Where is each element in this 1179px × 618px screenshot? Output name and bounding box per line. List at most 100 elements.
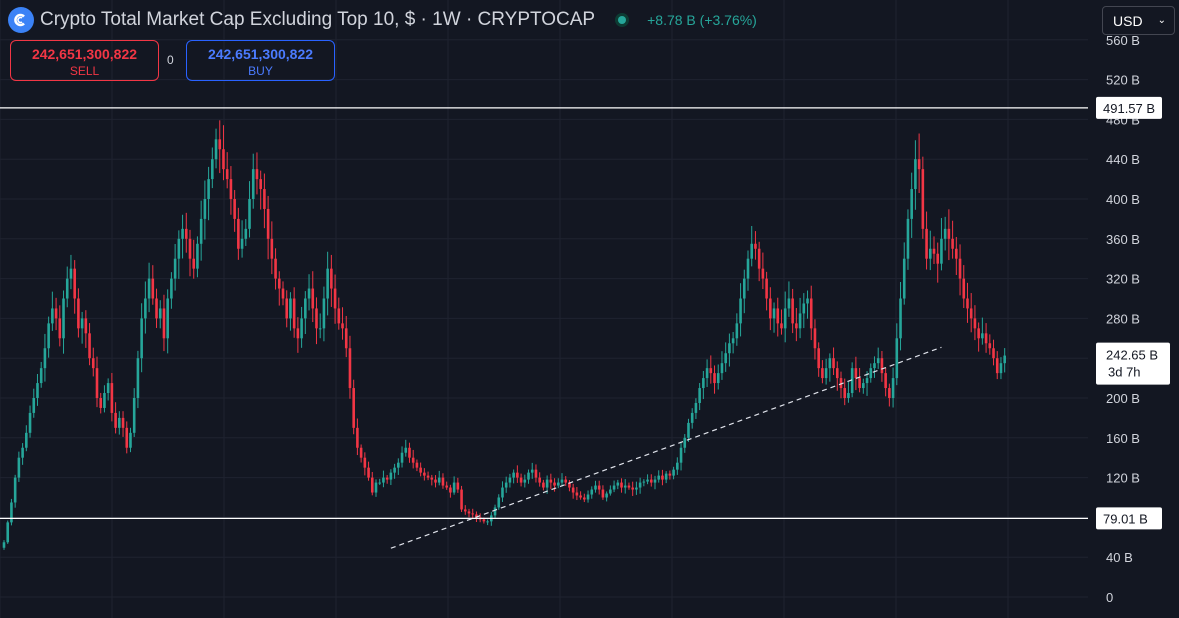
candle-body bbox=[579, 495, 582, 498]
candle-body bbox=[620, 482, 623, 488]
candle-body bbox=[769, 298, 772, 319]
buy-button[interactable]: 242,651,300,822 BUY bbox=[186, 40, 335, 81]
candle-body bbox=[690, 412, 694, 423]
market-status-icon[interactable] bbox=[615, 13, 630, 27]
candle-body bbox=[687, 422, 690, 438]
candle-body bbox=[263, 189, 266, 209]
candle-body bbox=[170, 278, 173, 299]
candle-body bbox=[713, 373, 716, 384]
candle-body bbox=[155, 298, 158, 319]
candle-body bbox=[739, 298, 742, 324]
candle-body bbox=[757, 248, 761, 269]
candle-body bbox=[765, 278, 768, 299]
cryptocap-logo-icon bbox=[8, 7, 34, 33]
candle-body bbox=[277, 278, 281, 289]
candle-body bbox=[653, 479, 657, 483]
candle-body bbox=[512, 472, 515, 478]
candle-body bbox=[676, 462, 679, 470]
candle-body bbox=[445, 485, 448, 488]
currency-select[interactable]: USD ⌄ bbox=[1102, 6, 1175, 35]
candle-body bbox=[463, 509, 467, 512]
candle-body bbox=[594, 485, 597, 490]
candle-body bbox=[839, 378, 843, 389]
candle-body bbox=[482, 519, 486, 522]
candle-body bbox=[795, 323, 798, 329]
candle-body bbox=[430, 477, 434, 480]
symbol-title[interactable]: Crypto Total Market Cap Excluding Top 10… bbox=[40, 9, 596, 30]
buy-price: 242,651,300,822 bbox=[207, 46, 314, 62]
candle-body bbox=[791, 298, 794, 324]
candle-body bbox=[657, 475, 661, 480]
candle-body bbox=[973, 318, 977, 329]
candle-body bbox=[274, 258, 277, 279]
candle-body bbox=[549, 479, 553, 483]
candle-body bbox=[865, 378, 869, 384]
candle-body bbox=[683, 437, 687, 448]
candle-body bbox=[222, 149, 225, 170]
candle-body bbox=[467, 511, 471, 514]
candle-body bbox=[158, 308, 162, 319]
candle-body bbox=[698, 388, 701, 403]
dashed-trendline[interactable] bbox=[390, 346, 942, 549]
candle-body bbox=[229, 179, 233, 199]
candle-body bbox=[110, 383, 114, 413]
candle-body bbox=[880, 358, 884, 374]
candle-body bbox=[385, 477, 389, 480]
candle-body bbox=[188, 238, 192, 259]
price-change: +8.78 B (+3.76%) bbox=[647, 12, 757, 28]
candle-body bbox=[214, 139, 218, 160]
candle-body bbox=[326, 268, 329, 299]
candle-body bbox=[575, 492, 579, 496]
candle-body bbox=[809, 298, 813, 329]
candle-body bbox=[84, 318, 88, 334]
grid-lines bbox=[0, 0, 1088, 618]
candle-body bbox=[192, 258, 196, 269]
candle-body bbox=[493, 507, 497, 516]
candle-body bbox=[21, 447, 24, 458]
candle-body bbox=[140, 318, 143, 359]
candle-body bbox=[843, 388, 847, 398]
candle-body bbox=[99, 398, 103, 408]
candle-body bbox=[315, 308, 318, 329]
candle-body bbox=[735, 323, 739, 339]
candle-body bbox=[151, 278, 155, 299]
candle-body bbox=[504, 482, 508, 488]
candle-body bbox=[51, 308, 54, 324]
candle-body bbox=[571, 487, 575, 493]
candle-body bbox=[266, 208, 270, 239]
candle-body bbox=[441, 477, 445, 486]
candle-body bbox=[28, 412, 32, 433]
candle-body bbox=[850, 368, 854, 394]
sell-button[interactable]: 242,651,300,822 SELL bbox=[10, 40, 159, 81]
candle-body bbox=[623, 485, 627, 488]
candle-body bbox=[981, 333, 984, 339]
horizontal-line-label: 79.01 B bbox=[1096, 507, 1162, 530]
candle-body bbox=[359, 447, 363, 458]
candle-body bbox=[452, 482, 456, 493]
candle-body bbox=[203, 199, 207, 219]
annotation-lines bbox=[0, 107, 1088, 549]
horizontal-line-value: 491.57 B bbox=[1103, 101, 1155, 116]
candle-body bbox=[835, 368, 839, 379]
candle-body bbox=[947, 228, 951, 239]
candle-body bbox=[337, 308, 341, 324]
candle-body bbox=[69, 268, 73, 279]
candle-body bbox=[590, 489, 594, 495]
candle-body bbox=[225, 169, 229, 180]
candle-body bbox=[17, 457, 21, 478]
candle-body bbox=[783, 308, 787, 329]
candle-body bbox=[199, 218, 203, 244]
candle-body bbox=[411, 457, 415, 463]
candle-body bbox=[516, 472, 519, 478]
candle-body bbox=[888, 388, 891, 398]
candle-body bbox=[940, 238, 943, 264]
candle-body bbox=[415, 462, 419, 468]
candle-body bbox=[88, 333, 91, 359]
y-tick-label: 160 B bbox=[1106, 431, 1140, 446]
candle-body bbox=[270, 238, 274, 259]
candle-body bbox=[184, 228, 188, 239]
candle-body bbox=[300, 318, 303, 339]
candle-body bbox=[393, 467, 396, 473]
